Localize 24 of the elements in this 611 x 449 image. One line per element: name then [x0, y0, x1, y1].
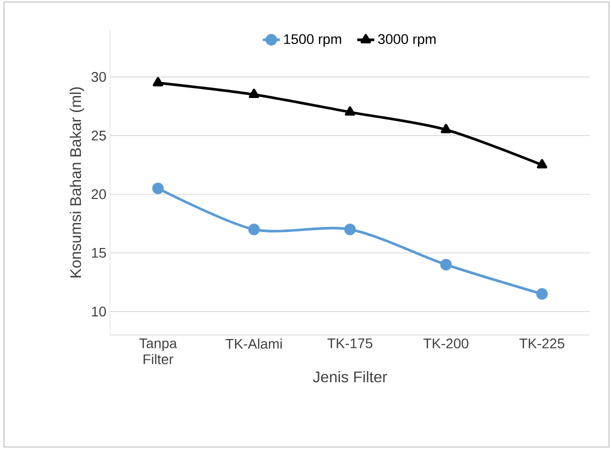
point [344, 224, 356, 236]
y-tick-label: 20 [92, 189, 106, 200]
x-tick-label: TK-175 [327, 338, 372, 348]
point [344, 106, 356, 116]
y-tick-label: 25 [92, 130, 106, 141]
x-tick-label: TK-Alami [226, 338, 282, 349]
y-tick-label: 15 [92, 248, 106, 258]
y-axis-title: Konsumsi Bahan Bakar (ml) [70, 87, 84, 278]
x-axis-title: Jenis Filter [312, 371, 388, 382]
point [248, 224, 260, 236]
legend-label: 1500 rpm [284, 34, 342, 47]
x-tick-label: TK-200 [423, 338, 468, 348]
y-tick-label: 10 [92, 306, 106, 316]
x-tick-label: TK-225 [519, 338, 564, 348]
point [152, 182, 164, 194]
point [440, 124, 452, 134]
y-tick-label: 30 [92, 72, 106, 82]
point [536, 288, 548, 300]
point [248, 88, 260, 98]
point [536, 159, 548, 168]
point [440, 258, 452, 270]
x-tick-label: Tanpa Filter [139, 338, 178, 364]
point [152, 77, 164, 86]
legend-label: 3000 rpm [378, 34, 436, 47]
